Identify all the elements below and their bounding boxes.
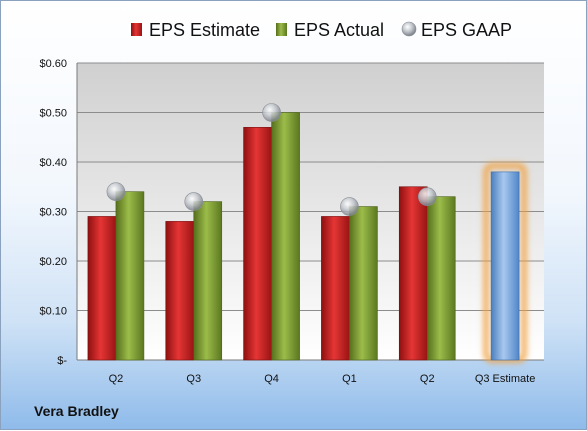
y-tick-label: $0.10 xyxy=(39,306,67,318)
marker-eps-gaap xyxy=(184,192,204,211)
legend-label: EPS Actual xyxy=(294,20,384,40)
y-tick-label: $0.20 xyxy=(39,256,67,268)
bar-eps-estimate xyxy=(165,221,195,361)
legend-swatch xyxy=(401,21,417,37)
marker-eps-gaap xyxy=(262,103,281,122)
legend-swatch xyxy=(276,23,287,36)
y-axis: $- $0.10 $0.20 $0.30 $0.40 $0.50 $0.60 xyxy=(39,58,67,367)
x-tick-label: Q4 xyxy=(264,373,279,385)
y-tick-label: $- xyxy=(57,355,67,367)
bar-eps-estimate xyxy=(87,216,117,361)
gaap-markers xyxy=(106,103,437,216)
x-tick-label: Q1 xyxy=(342,373,357,385)
legend-swatch xyxy=(131,23,142,36)
x-tick-label: Q2 xyxy=(420,373,435,385)
legend: EPS Estimate EPS Actual EPS GAAP xyxy=(131,20,512,40)
bar-eps-actual xyxy=(193,201,223,361)
y-tick-label: $0.50 xyxy=(39,108,67,120)
x-tick-label: Q2 xyxy=(109,373,124,385)
company-name: Vera Bradley xyxy=(34,403,119,419)
bar-eps-actual xyxy=(349,206,378,361)
bar-eps-actual xyxy=(115,191,145,361)
y-tick-label: $0.60 xyxy=(39,58,67,70)
x-axis: Q2 Q3 Q4 Q1 Q2 Q3 Estimate xyxy=(109,373,536,385)
legend-label: EPS Estimate xyxy=(149,20,260,40)
bar-eps-actual xyxy=(426,196,456,361)
marker-eps-gaap xyxy=(340,197,359,216)
marker-eps-gaap xyxy=(106,182,126,201)
x-tick-label: Q3 xyxy=(186,373,201,385)
marker-eps-gaap xyxy=(417,187,437,206)
gridlines xyxy=(76,62,544,361)
legend-label: EPS GAAP xyxy=(421,20,512,40)
bar-q3-estimate xyxy=(490,171,520,361)
y-tick-label: $0.40 xyxy=(39,157,67,169)
x-tick-label: Q3 Estimate xyxy=(475,373,536,385)
y-tick-label: $0.30 xyxy=(39,207,67,219)
bar-eps-estimate xyxy=(243,127,272,361)
bar-eps-estimate xyxy=(398,186,428,361)
bars xyxy=(87,112,528,363)
bar-eps-estimate xyxy=(321,216,350,361)
bar-eps-actual xyxy=(271,112,300,361)
